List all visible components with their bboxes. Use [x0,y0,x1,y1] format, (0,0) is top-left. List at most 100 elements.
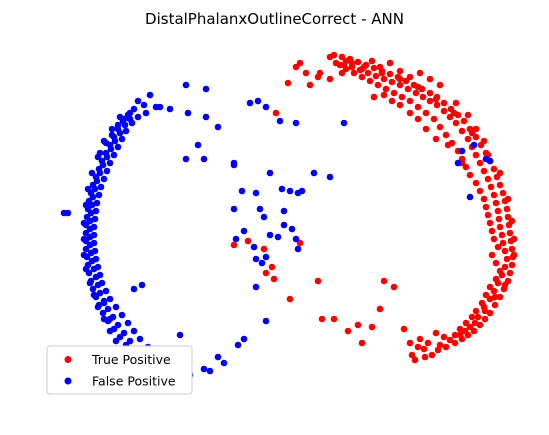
point-true-positive [318,315,326,323]
point-false-positive [220,359,228,367]
point-true-positive [472,307,480,315]
point-false-positive [103,153,111,161]
point-true-positive [504,195,512,203]
point-true-positive [480,137,488,145]
point-true-positive [342,57,350,65]
point-true-positive [496,169,504,177]
point-false-positive [294,245,302,253]
point-false-positive [166,105,174,113]
point-true-positive [432,135,440,143]
point-false-positive [246,99,254,107]
point-false-positive [94,303,102,311]
point-true-positive [472,125,480,133]
point-false-positive [92,207,100,215]
point-true-positive [496,181,504,189]
point-true-positive [386,59,394,67]
point-false-positive [118,135,126,143]
point-true-positive [496,267,504,275]
point-false-positive [234,341,242,349]
point-true-positive [472,179,480,187]
point-true-positive [480,195,488,203]
point-false-positive [134,97,142,105]
point-true-positive [416,335,424,343]
point-true-positive [270,275,278,283]
point-true-positive [412,89,420,97]
point-true-positive [376,305,384,313]
point-false-positive [200,155,208,163]
point-false-positive [252,189,260,197]
point-false-positive [126,337,134,345]
point-true-positive [490,235,498,243]
point-true-positive [510,235,518,243]
point-true-positive [422,125,430,133]
point-true-positive [476,321,484,329]
point-false-positive [262,317,270,325]
point-true-positive [414,103,422,111]
point-true-positive [451,331,459,339]
point-true-positive [372,72,380,80]
point-true-positive [470,327,478,335]
point-true-positive [414,343,422,351]
point-false-positive [90,239,98,247]
point-true-positive [503,255,511,263]
point-true-positive [338,53,346,61]
point-false-positive [80,219,88,227]
point-false-positive [90,231,98,239]
point-true-positive [260,245,268,253]
point-true-positive [262,269,270,277]
point-true-positive [370,64,378,72]
point-true-positive [460,117,468,125]
point-false-positive [250,243,258,251]
point-true-positive [474,313,482,321]
point-true-positive [382,85,390,93]
point-false-positive [110,151,118,159]
point-false-positive [108,125,116,133]
point-false-positive [136,335,144,343]
point-false-positive [100,299,108,307]
point-true-positive [432,329,440,337]
point-false-positive [84,185,92,193]
legend-label-false-positive: False Positive [92,374,176,389]
point-false-positive [93,177,101,185]
point-true-positive [420,345,428,353]
point-false-positive [262,103,270,111]
point-true-positive [402,77,410,85]
point-true-positive [376,63,384,71]
point-true-positive [450,109,458,117]
point-false-positive [230,159,238,167]
point-false-positive [91,215,99,223]
point-true-positive [494,243,502,251]
point-false-positive [184,109,192,117]
point-true-positive [306,81,314,89]
point-false-positive [107,145,115,153]
point-true-positive [440,107,448,115]
point-false-positive [252,255,260,263]
point-false-positive [206,367,214,375]
point-true-positive [442,343,450,351]
point-false-positive [262,253,270,261]
point-true-positive [456,331,464,339]
point-true-positive [451,339,459,347]
point-true-positive [484,211,492,219]
point-true-positive [354,58,362,66]
point-true-positive [388,78,396,86]
point-false-positive [266,169,274,177]
point-false-positive [298,187,306,195]
point-true-positive [484,175,492,183]
legend-marker-true-positive [64,356,72,363]
point-true-positive [471,319,479,327]
point-true-positive [482,291,490,299]
point-false-positive [134,113,142,121]
point-false-positive [194,141,202,149]
point-false-positive [82,229,90,237]
point-false-positive [278,185,286,193]
point-true-positive [230,241,238,249]
point-true-positive [446,113,454,121]
point-true-positive [368,323,376,331]
point-true-positive [499,189,507,197]
point-true-positive [404,85,412,93]
point-false-positive [340,119,348,127]
point-false-positive [103,167,111,175]
point-false-positive [454,159,462,167]
point-true-positive [378,69,386,77]
